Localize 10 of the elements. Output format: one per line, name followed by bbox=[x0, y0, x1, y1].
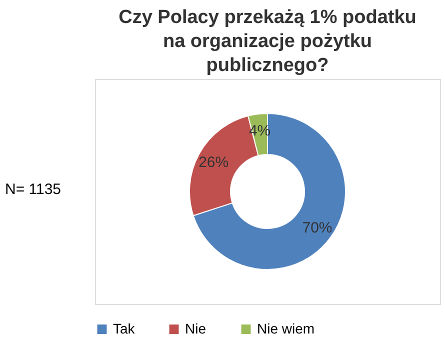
legend-label: Nie wiem bbox=[257, 320, 315, 336]
text: N= 1135 bbox=[5, 181, 62, 198]
text: Czy Polacy przekażą 1% podatku bbox=[118, 7, 416, 28]
legend-label: Tak bbox=[113, 320, 136, 336]
data-label: 70% bbox=[302, 220, 332, 237]
text: na organizacje pożytku bbox=[162, 31, 372, 52]
donut-slice bbox=[192, 113, 346, 270]
legend-label: Nie bbox=[185, 320, 206, 336]
data-label: 26% bbox=[198, 154, 229, 171]
text: publicznego? bbox=[206, 55, 329, 76]
